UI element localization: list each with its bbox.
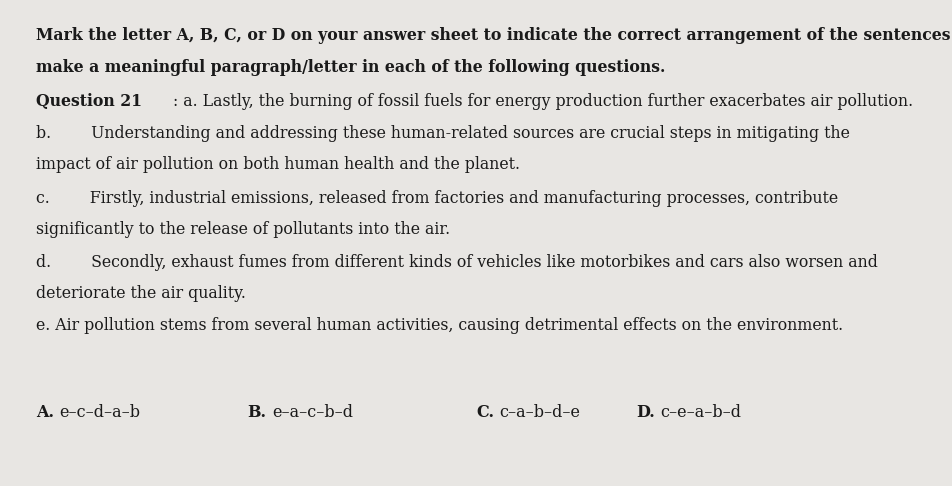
Text: impact of air pollution on both human health and the planet.: impact of air pollution on both human he… [36, 156, 520, 174]
Text: : a. Lastly, the burning of fossil fuels for energy production further exacerbat: : a. Lastly, the burning of fossil fuels… [173, 93, 913, 110]
Text: e–a–c–b–d: e–a–c–b–d [272, 404, 353, 421]
Text: D.: D. [636, 404, 655, 421]
Text: d.        Secondly, exhaust fumes from different kinds of vehicles like motorbik: d. Secondly, exhaust fumes from differen… [36, 254, 878, 271]
Text: B.: B. [248, 404, 267, 421]
Text: c–e–a–b–d: c–e–a–b–d [660, 404, 741, 421]
Text: Question 21: Question 21 [36, 93, 142, 110]
Text: make a meaningful paragraph/letter in each of the following questions.: make a meaningful paragraph/letter in ea… [36, 59, 665, 76]
Text: A.: A. [36, 404, 54, 421]
Text: e–c–d–a–b: e–c–d–a–b [59, 404, 140, 421]
Text: deteriorate the air quality.: deteriorate the air quality. [36, 285, 246, 302]
Text: Mark the letter A, B, C, or D on your answer sheet to indicate the correct arran: Mark the letter A, B, C, or D on your an… [36, 27, 952, 44]
Text: C.: C. [476, 404, 494, 421]
Text: c–a–b–d–e: c–a–b–d–e [499, 404, 580, 421]
Text: c.        Firstly, industrial emissions, released from factories and manufacturi: c. Firstly, industrial emissions, releas… [36, 190, 839, 207]
Text: e. Air pollution stems from several human activities, causing detrimental effect: e. Air pollution stems from several huma… [36, 317, 843, 334]
Text: b.        Understanding and addressing these human-related sources are crucial s: b. Understanding and addressing these hu… [36, 125, 850, 142]
Text: significantly to the release of pollutants into the air.: significantly to the release of pollutan… [36, 221, 450, 238]
